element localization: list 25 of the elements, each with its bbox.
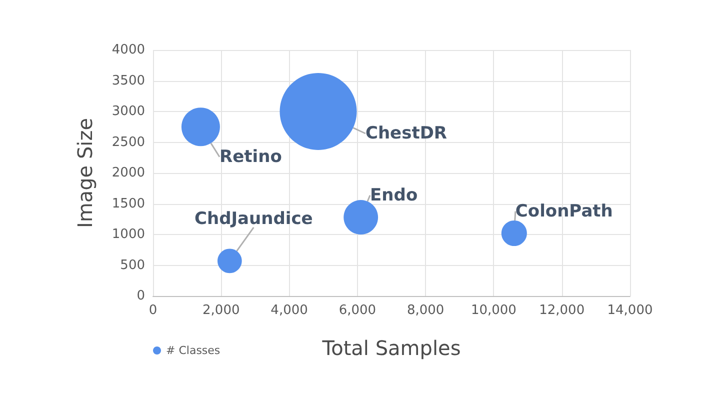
- y-tick-label: 2500: [112, 134, 145, 150]
- legend-label: # Classes: [166, 344, 220, 357]
- annotation: ColonPath: [515, 201, 613, 222]
- x-tick-label: 6,000: [338, 303, 376, 318]
- annotation: ChestDR: [365, 124, 448, 144]
- x-tick-label: 4,000: [270, 303, 308, 318]
- y-tick-label: 3500: [112, 73, 145, 88]
- y-tick-label: 3000: [112, 104, 145, 119]
- annotation: Endo: [370, 185, 418, 206]
- annotation: Retino: [220, 146, 282, 167]
- x-tick-label: 0: [148, 303, 158, 318]
- x-tick-label: 12,000: [539, 303, 585, 318]
- x-tick-label: 10,000: [470, 303, 516, 318]
- x-axis-title: Total Samples: [321, 336, 461, 360]
- x-tick-label: 2,000: [202, 303, 240, 318]
- y-tick-label: 1500: [112, 196, 145, 212]
- y-tick-label: 500: [120, 258, 145, 273]
- annotation: ChdJaundice: [194, 208, 313, 229]
- y-tick-label: 4000: [112, 42, 145, 58]
- y-axis-title: Image Size: [73, 118, 97, 228]
- x-tick-label: 8,000: [406, 303, 444, 318]
- y-tick-label: 1000: [112, 227, 145, 242]
- x-tick-label: 14,000: [607, 303, 653, 318]
- y-tick-label: 0: [136, 288, 145, 304]
- y-tick-label: 2000: [112, 166, 145, 180]
